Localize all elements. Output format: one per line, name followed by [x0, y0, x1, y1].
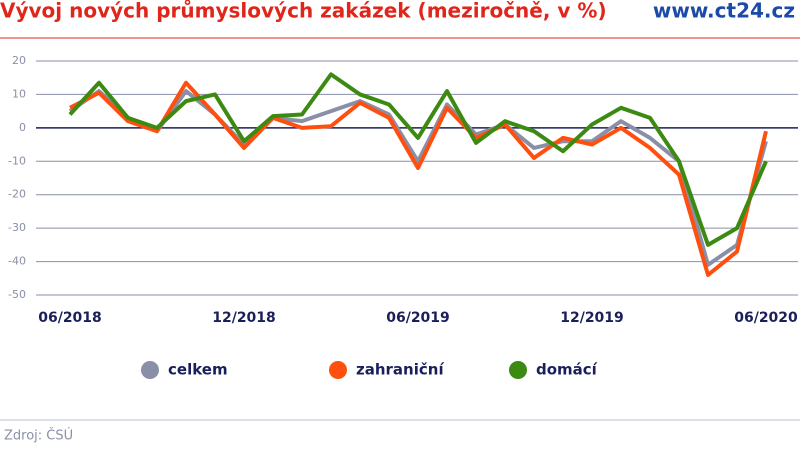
- y-tick-label: 10: [12, 87, 26, 100]
- legend-swatch: [509, 361, 527, 379]
- chart-title: Vývoj nových průmyslových zakázek (mezir…: [0, 0, 607, 23]
- legend-label: domácí: [536, 361, 598, 379]
- legend-label: celkem: [168, 361, 228, 379]
- x-tick-label: 06/2019: [386, 310, 450, 326]
- series-line: [68, 89, 768, 267]
- brand: www.ct24.cz: [653, 0, 795, 23]
- y-tick-label: 20: [12, 54, 26, 67]
- series-line: [69, 80, 768, 277]
- series-line: [68, 72, 768, 247]
- legend-swatch: [141, 361, 159, 379]
- legend-label: zahraniční: [356, 361, 444, 379]
- source: Zdroj: ČSÚ: [4, 428, 73, 444]
- y-tick-label: -10: [8, 154, 26, 167]
- x-tick-label: 06/2018: [38, 310, 102, 326]
- y-tick-label: -50: [8, 288, 26, 301]
- y-tick-label: -20: [8, 188, 26, 201]
- x-tick-label: 06/2020: [734, 310, 798, 326]
- x-tick-label: 12/2019: [560, 310, 624, 326]
- y-tick-label: -40: [8, 255, 26, 268]
- x-tick-label: 12/2018: [212, 310, 276, 326]
- y-tick-label: 0: [19, 121, 26, 134]
- legend-swatch: [329, 361, 347, 379]
- y-tick-label: -30: [8, 221, 26, 234]
